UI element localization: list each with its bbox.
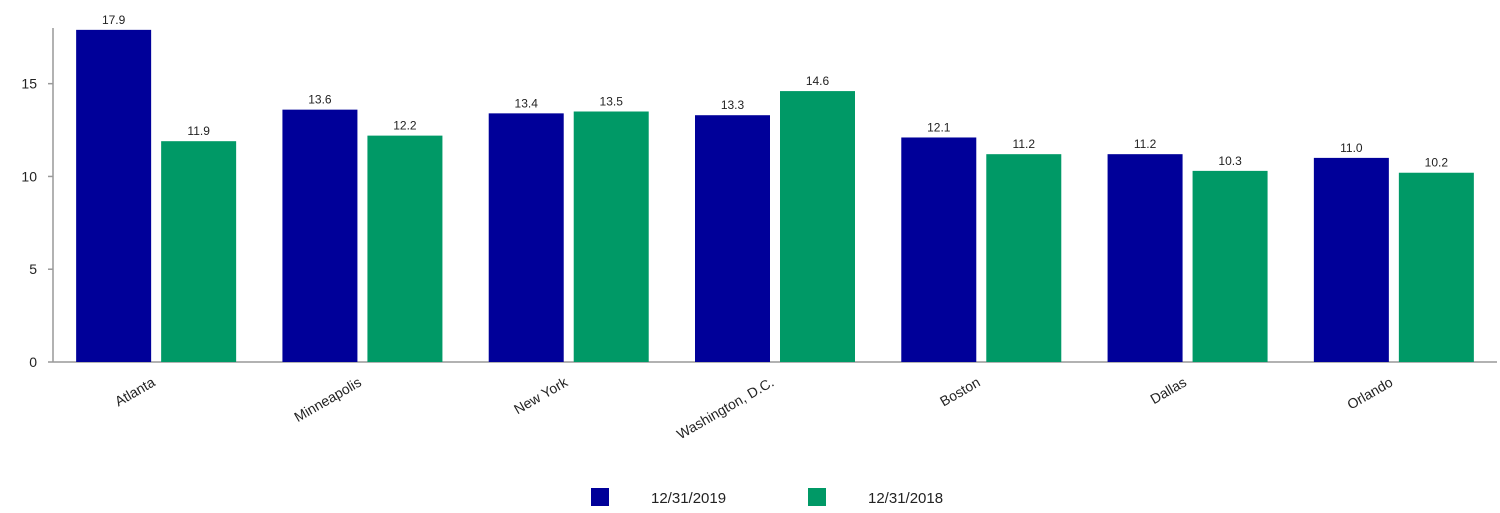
category-label: Washington, D.C. [674, 374, 777, 442]
category-label: Atlanta [112, 374, 158, 410]
bar [1313, 157, 1389, 362]
bars [76, 29, 1474, 363]
legend-label: 12/31/2018 [868, 490, 943, 507]
legend-swatch [591, 488, 609, 506]
legend-label: 12/31/2019 [651, 490, 726, 507]
y-tick-label: 0 [29, 354, 37, 370]
category-label: Orlando [1344, 374, 1395, 413]
data-label: 17.9 [102, 13, 126, 27]
bar [573, 111, 649, 362]
data-label: 11.2 [1134, 137, 1157, 151]
data-label: 14.6 [806, 74, 830, 88]
bar [367, 135, 443, 362]
bar [780, 91, 855, 362]
data-label: 13.5 [600, 95, 624, 109]
category-label: Boston [937, 374, 983, 410]
data-label: 13.4 [515, 96, 539, 110]
y-tick-label: 10 [21, 168, 37, 184]
bar [695, 115, 770, 362]
bar [161, 141, 237, 362]
data-labels: 17.9 11.9 13.6 12.2 13.4 13.5 13.3 14.6 12.1 11.2… [102, 13, 1448, 170]
category-label: New York [511, 373, 571, 417]
bar [76, 29, 152, 362]
data-label: 12.2 [393, 119, 417, 133]
y-tick-label: 15 [21, 76, 37, 92]
category-label: Dallas [1147, 374, 1189, 407]
legend-swatch [808, 488, 826, 506]
data-label: 13.3 [721, 98, 745, 112]
axes [52, 28, 1497, 363]
bar [901, 137, 977, 362]
legend: 12/31/2019 12/31/2018 [591, 488, 943, 507]
y-tick-label: 5 [29, 261, 37, 277]
data-label: 13.6 [308, 93, 332, 107]
bar [986, 154, 1062, 362]
data-label: 11.9 [187, 124, 210, 138]
category-label: Minneapolis [291, 374, 364, 425]
data-label: 10.2 [1425, 156, 1449, 170]
bar [282, 109, 358, 363]
data-label: 10.3 [1218, 154, 1242, 168]
data-label: 11.0 [1340, 141, 1363, 155]
bar [1398, 172, 1474, 362]
data-label: 11.2 [1013, 137, 1036, 151]
data-label: 12.1 [927, 120, 951, 134]
bar [488, 113, 564, 362]
bar [1192, 170, 1268, 362]
y-ticks: 0 5 10 15 [21, 76, 53, 370]
bar [1107, 154, 1183, 362]
category-labels: Atlanta Minneapolis New York Washington, D.… [112, 373, 1396, 442]
